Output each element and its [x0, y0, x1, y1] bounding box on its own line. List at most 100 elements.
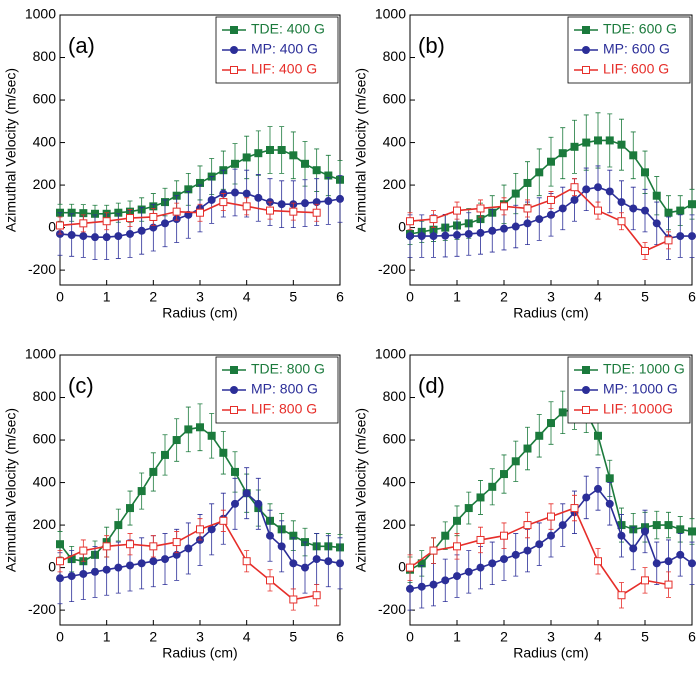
panel-label: (c) [68, 373, 94, 398]
series [406, 467, 696, 611]
x-tick-label: 2 [149, 289, 157, 305]
point [254, 193, 263, 202]
legend-marker [230, 66, 238, 74]
point [523, 521, 532, 530]
point [535, 540, 544, 549]
legend-marker [582, 366, 590, 374]
point [558, 408, 567, 417]
point [676, 525, 685, 534]
x-tick-label: 1 [453, 629, 461, 645]
point [558, 521, 567, 530]
point [417, 582, 426, 591]
point [114, 563, 123, 572]
y-tick-label: 0 [48, 218, 56, 234]
point [172, 436, 181, 445]
legend-label: LIF: 400 G [251, 61, 317, 77]
point [664, 580, 673, 589]
x-axis-label: Radius (cm) [513, 645, 588, 661]
x-tick-label: 0 [56, 629, 64, 645]
point [242, 202, 251, 211]
point [184, 544, 193, 553]
point [277, 200, 286, 209]
x-tick-label: 4 [243, 289, 251, 305]
point [196, 208, 204, 217]
y-tick-label: -200 [378, 601, 406, 617]
legend-marker [230, 386, 238, 394]
x-tick-label: 3 [196, 289, 204, 305]
point [582, 493, 591, 502]
point [676, 206, 685, 215]
point [582, 185, 591, 194]
x-tick-label: 4 [594, 289, 602, 305]
point [277, 146, 286, 154]
y-tick-label: 1000 [25, 6, 56, 22]
point [629, 151, 638, 160]
point [79, 232, 88, 241]
point [617, 591, 626, 600]
point [605, 499, 614, 508]
point [149, 212, 158, 221]
point [488, 226, 497, 235]
point [664, 236, 673, 245]
series [406, 112, 696, 246]
point [511, 457, 520, 466]
y-tick-label: 400 [383, 133, 407, 149]
point [547, 210, 555, 219]
y-axis-label: Azimuthal Velocity (m/sec) [353, 68, 369, 232]
x-tick-label: 6 [688, 629, 696, 645]
point [429, 215, 438, 224]
x-tick-label: 3 [547, 629, 555, 645]
legend-marker [230, 46, 238, 54]
point [219, 516, 228, 525]
point [79, 219, 88, 228]
point [429, 232, 438, 241]
point [242, 153, 251, 162]
legend-marker [230, 406, 238, 414]
point [594, 206, 602, 215]
point [207, 195, 216, 204]
point [79, 569, 88, 578]
point [523, 219, 532, 228]
point [219, 448, 228, 457]
y-tick-label: 800 [383, 48, 407, 64]
point [617, 198, 626, 207]
point [570, 142, 579, 151]
y-tick-label: 1000 [375, 346, 406, 362]
point [102, 217, 111, 226]
point [441, 231, 450, 240]
point [406, 217, 414, 226]
point [547, 419, 555, 428]
point [184, 425, 193, 434]
point [511, 189, 520, 198]
x-tick-label: 2 [500, 629, 508, 645]
point [453, 572, 461, 581]
point [429, 580, 438, 589]
point [500, 555, 508, 564]
point [242, 189, 251, 198]
point [453, 542, 461, 551]
point [231, 467, 239, 476]
legend-label: MP: 400 G [251, 41, 318, 57]
legend-marker [582, 26, 590, 34]
point [476, 535, 485, 544]
point [605, 474, 614, 483]
point [406, 563, 414, 572]
point [336, 194, 344, 203]
point [523, 204, 532, 213]
point [641, 576, 649, 585]
point [406, 584, 414, 593]
x-tick-label: 4 [243, 629, 251, 645]
point [500, 470, 508, 479]
series [406, 178, 673, 260]
x-tick-label: 6 [336, 289, 344, 305]
point [231, 188, 239, 197]
point [429, 546, 438, 555]
y-tick-label: 800 [33, 48, 57, 64]
x-tick-label: 0 [406, 629, 414, 645]
point [56, 557, 64, 566]
y-tick-label: 400 [33, 473, 57, 489]
point [137, 226, 146, 235]
y-tick-label: 800 [383, 388, 407, 404]
y-tick-label: 200 [33, 516, 57, 532]
y-tick-label: 0 [398, 218, 406, 234]
